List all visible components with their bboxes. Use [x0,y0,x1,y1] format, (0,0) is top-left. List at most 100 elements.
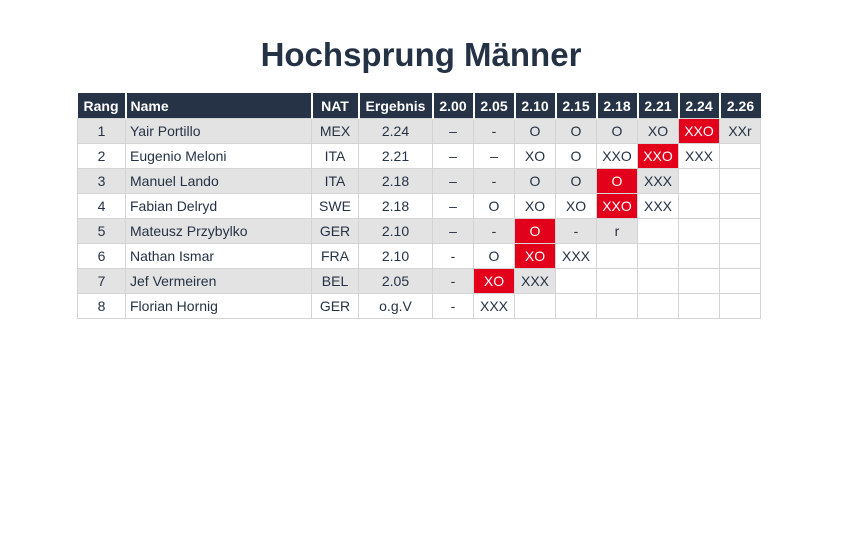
header-rang: Rang [77,93,127,119]
attempt-cell [678,243,720,269]
header-height: 2.21 [637,93,680,119]
rank-cell: 5 [77,218,126,244]
result-cell: 2.18 [358,193,433,219]
final-height-attempt-cell: XXO [637,143,679,169]
header-height: 2.24 [678,93,721,119]
athlete-name-cell: Mateusz Przybylko [125,218,312,244]
attempt-cell: – [432,143,474,169]
attempt-cell: XXX [555,243,597,269]
attempt-cell: XO [555,193,597,219]
rank-cell: 6 [77,243,126,269]
attempt-cell [719,268,761,294]
nation-cell: SWE [311,193,359,219]
athlete-name-cell: Florian Hornig [125,293,312,319]
attempt-cell: XXX [473,293,515,319]
final-height-attempt-cell: XXO [596,193,638,219]
attempt-cell [719,293,761,319]
attempt-cell: XXX [678,143,720,169]
attempt-cell: - [473,168,515,194]
attempt-cell [514,293,556,319]
rank-cell: 4 [77,193,126,219]
header-nat: NAT [311,93,360,119]
attempt-cell: XO [514,193,556,219]
athlete-name-cell: Fabian Delryd [125,193,312,219]
attempt-cell [596,293,638,319]
attempt-cell: – [432,118,474,144]
athlete-name-cell: Manuel Lando [125,168,312,194]
attempt-cell: - [473,218,515,244]
header-height: 2.10 [514,93,557,119]
athlete-name-cell: Jef Vermeiren [125,268,312,294]
header-height: 2.18 [596,93,639,119]
attempt-cell: - [432,243,474,269]
attempt-cell [637,293,679,319]
athlete-name-cell: Eugenio Meloni [125,143,312,169]
nation-cell: BEL [311,268,359,294]
attempt-cell [678,168,720,194]
final-height-attempt-cell: XO [473,268,515,294]
nation-cell: ITA [311,143,359,169]
attempt-cell [719,143,761,169]
nation-cell: GER [311,293,359,319]
nation-cell: ITA [311,168,359,194]
attempt-cell: XXX [637,168,679,194]
final-height-attempt-cell: O [596,168,638,194]
attempt-cell: r [596,218,638,244]
attempt-cell [678,268,720,294]
attempt-cell [555,293,597,319]
results-body: 1 Yair Portillo MEX 2.24– - O O O XO XXO XXr 2 Eugen… [77,118,761,319]
attempt-cell: – [432,193,474,219]
attempt-cell: XXr [719,118,761,144]
attempt-cell: XXO [596,143,638,169]
attempt-cell [637,243,679,269]
attempt-cell [678,193,720,219]
rank-cell: 8 [77,293,126,319]
attempt-cell: O [555,168,597,194]
result-cell: 2.18 [358,168,433,194]
attempt-cell: – [473,143,515,169]
attempt-cell: O [514,168,556,194]
attempt-cell: O [555,118,597,144]
attempt-cell: O [473,243,515,269]
page-title: Hochsprung Männer [260,36,582,73]
rank-cell: 1 [77,118,126,144]
header-name: Name [125,93,313,119]
result-cell: 2.24 [358,118,433,144]
attempt-cell [596,243,638,269]
attempt-cell: XXX [637,193,679,219]
nation-cell: FRA [311,243,359,269]
header-row: Rang Name NAT Ergebnis 2.00 2.05 2.10 2.… [77,93,761,119]
attempt-cell [719,168,761,194]
attempt-cell: – [432,218,474,244]
results-table: Rang Name NAT Ergebnis 2.00 2.05 2.10 2.… [77,93,761,319]
rank-cell: 3 [77,168,126,194]
attempt-cell: - [473,118,515,144]
rank-cell: 7 [77,268,126,294]
result-cell: o.g.V [358,293,433,319]
attempt-cell [719,243,761,269]
table-row: 5 Mateusz Przybylko GER 2.10– - O - r [77,218,761,244]
athlete-name-cell: Yair Portillo [125,118,312,144]
attempt-cell: XXX [514,268,556,294]
attempt-cell [719,218,761,244]
final-height-attempt-cell: XXO [678,118,720,144]
attempt-cell: - [432,268,474,294]
attempt-cell: XO [514,143,556,169]
header-height: 2.15 [555,93,598,119]
attempt-cell: - [432,293,474,319]
table-row: 4 Fabian Delryd SWE 2.18– O XO XO XXO XXX [77,193,761,219]
result-cell: 2.10 [358,218,433,244]
result-cell: 2.21 [358,143,433,169]
header-height: 2.00 [432,93,475,119]
attempt-cell [637,268,679,294]
result-cell: 2.05 [358,268,433,294]
table-row: 1 Yair Portillo MEX 2.24– - O O O XO XXO XXr [77,118,761,144]
attempt-cell [637,218,679,244]
header-height: 2.26 [719,93,761,119]
nation-cell: MEX [311,118,359,144]
header-height: 2.05 [473,93,516,119]
athlete-name-cell: Nathan Ismar [125,243,312,269]
attempt-cell [596,268,638,294]
table-row: 2 Eugenio Meloni ITA 2.21– – XO O XXO XXO XXX [77,143,761,169]
attempt-cell [555,268,597,294]
